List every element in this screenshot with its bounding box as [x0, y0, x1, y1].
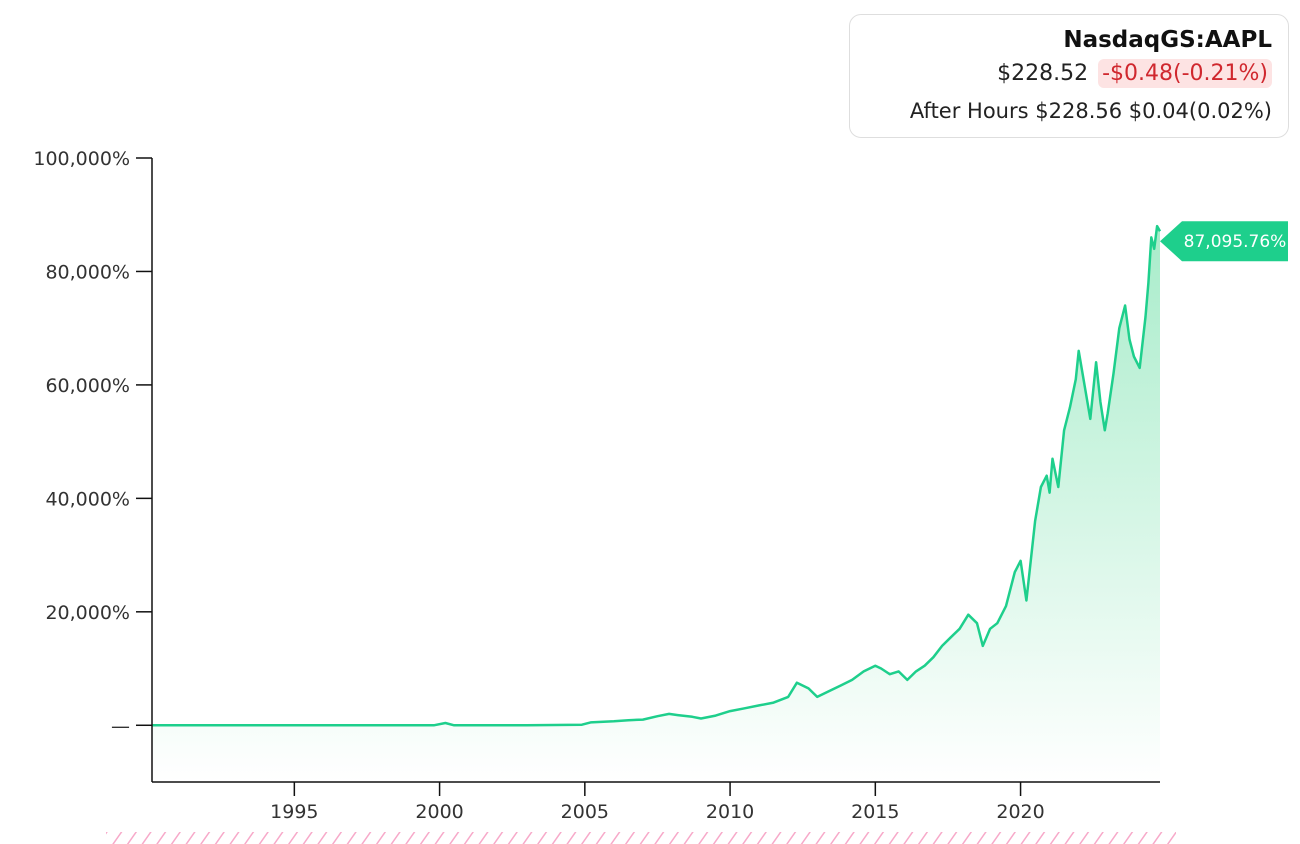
last-value-tag [1160, 221, 1288, 262]
hatched-strip [106, 832, 1176, 844]
ticker-symbol: NasdaqGS:AAPL [1063, 27, 1272, 53]
y-tick-label: 20,000% [45, 602, 130, 624]
after-hours-change: $0.04(0.02%) [1128, 99, 1272, 123]
series-line [152, 224, 1162, 727]
after-hours-price: $228.56 [1035, 99, 1123, 123]
area-fill [152, 226, 1160, 783]
y-tick-label: 80,000% [45, 261, 130, 283]
x-tick-label: 2010 [706, 801, 754, 823]
x-tick-label: 2020 [996, 801, 1044, 823]
last-value-label: 87,095.76% [1184, 232, 1287, 252]
last-price: $228.52 [997, 61, 1089, 86]
y-tick-label: 100,000% [33, 148, 130, 170]
x-tick-label: 2000 [415, 801, 463, 823]
x-tick-label: 2005 [561, 801, 609, 823]
y-tick-label: 40,000% [45, 488, 130, 510]
y-tick-label: — [111, 715, 130, 737]
after-hours-row: After Hours $228.56 $0.04(0.02%) [910, 99, 1272, 123]
x-tick-label: 2015 [851, 801, 899, 823]
x-tick-label: 1995 [270, 801, 318, 823]
after-hours-label: After Hours [909, 99, 1029, 123]
price-row: $228.52 -$0.48(-0.21%) [997, 59, 1272, 88]
quote-box: NasdaqGS:AAPL $228.52 -$0.48(-0.21%) Aft… [849, 14, 1289, 138]
y-tick-label: 60,000% [45, 375, 130, 397]
price-change-badge: -$0.48(-0.21%) [1098, 59, 1272, 88]
